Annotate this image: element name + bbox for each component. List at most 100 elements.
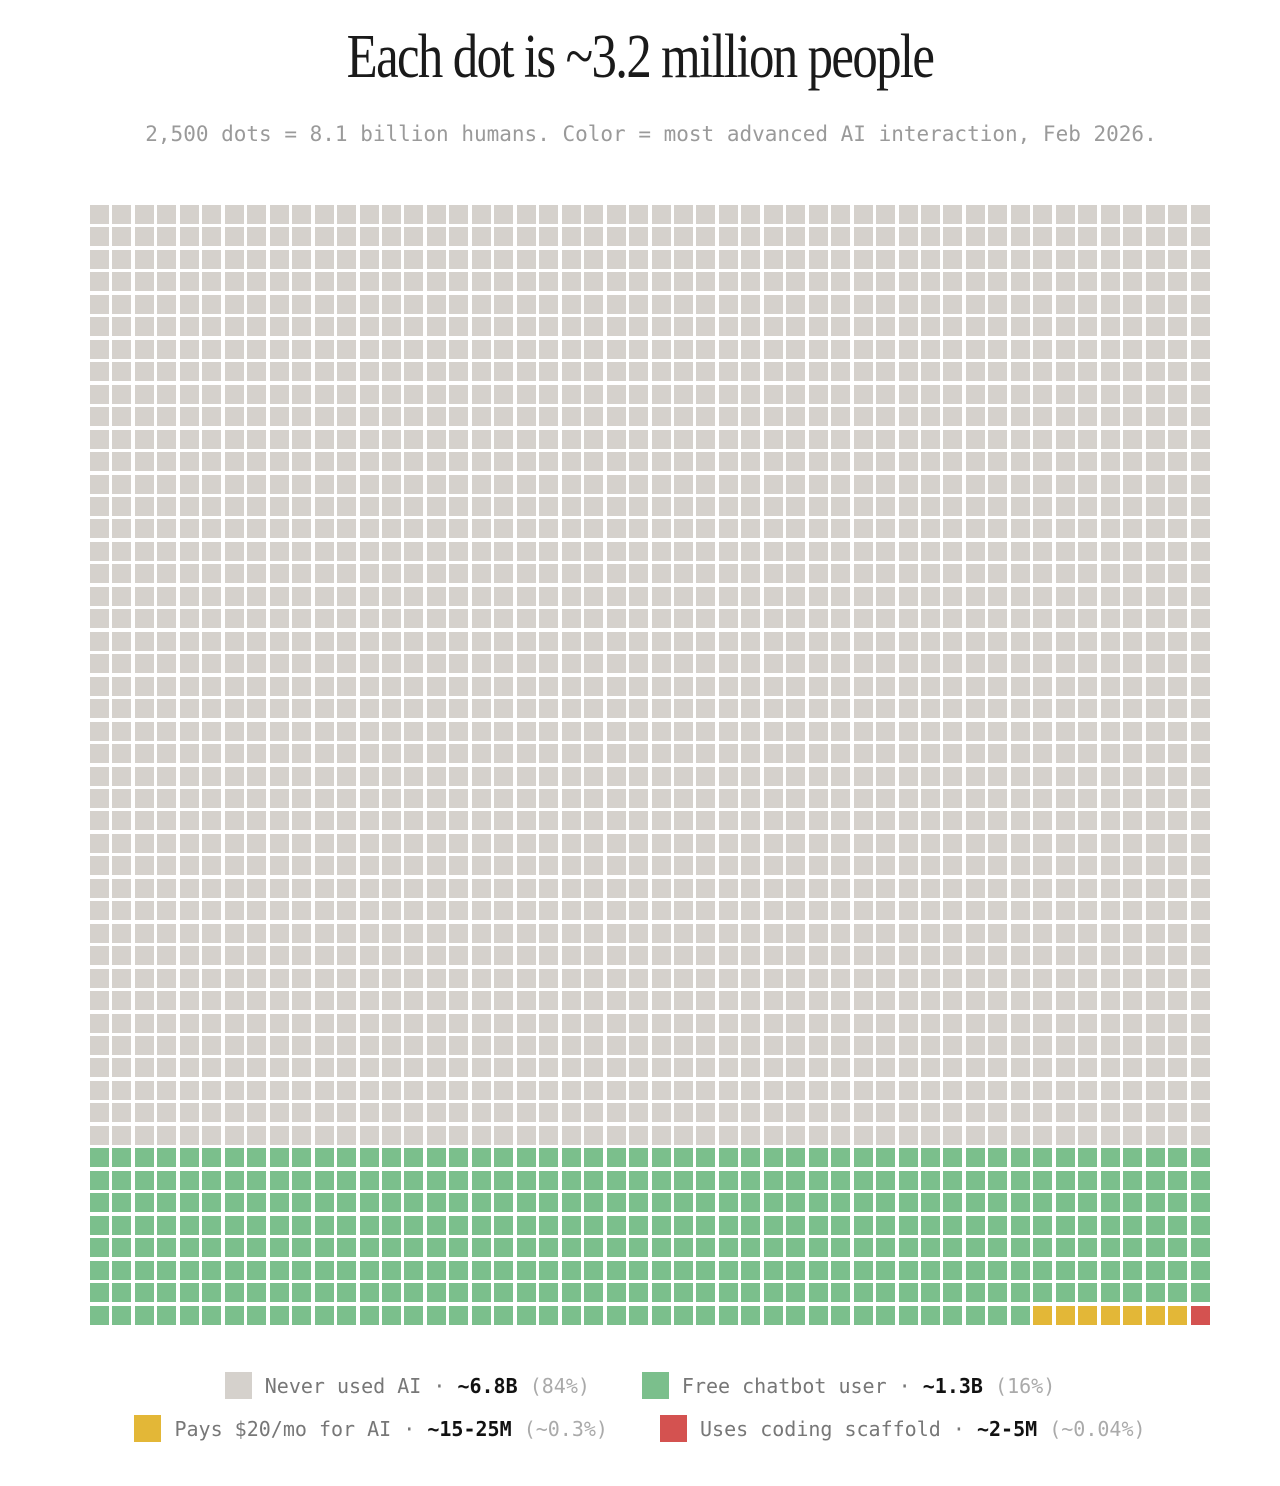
waffle-dot (853, 856, 873, 876)
waffle-dot (449, 901, 469, 921)
waffle-dot (202, 1058, 222, 1078)
waffle-dot (606, 631, 626, 651)
waffle-dot (381, 811, 401, 831)
waffle-dot (651, 564, 671, 584)
waffle-dot (965, 766, 985, 786)
waffle-dot (539, 541, 559, 561)
waffle-dot (786, 294, 806, 314)
waffle-dot (1033, 1283, 1053, 1303)
waffle-dot (831, 721, 851, 741)
waffle-dot (539, 1215, 559, 1235)
waffle-dot (269, 721, 289, 741)
waffle-dot (90, 676, 109, 696)
waffle-dot (494, 541, 514, 561)
waffle-dot (561, 833, 581, 853)
waffle-dot (898, 766, 918, 786)
waffle-dot (134, 968, 154, 988)
waffle-dot (943, 946, 963, 966)
waffle-dot (718, 294, 738, 314)
waffle-dot (1190, 766, 1210, 786)
waffle-dot (1168, 586, 1188, 606)
waffle-dot (606, 496, 626, 516)
waffle-dot (359, 407, 379, 427)
waffle-dot (943, 1125, 963, 1145)
waffle-dot (1010, 901, 1030, 921)
waffle-dot (337, 1283, 357, 1303)
waffle-dot (157, 407, 177, 427)
waffle-dot (921, 496, 941, 516)
waffle-dot (763, 205, 783, 224)
waffle-dot (808, 541, 828, 561)
waffle-dot (494, 654, 514, 674)
waffle-dot (808, 227, 828, 247)
waffle-dot (90, 923, 109, 943)
waffle-dot (426, 1305, 446, 1325)
waffle-dot (1123, 968, 1143, 988)
waffle-dot (921, 519, 941, 539)
waffle-dot (1078, 1103, 1098, 1123)
waffle-dot (651, 744, 671, 764)
waffle-dot (651, 923, 671, 943)
waffle-dot (876, 564, 896, 584)
waffle-dot (808, 317, 828, 337)
waffle-dot (786, 676, 806, 696)
waffle-dot (381, 429, 401, 449)
waffle-dot (134, 496, 154, 516)
waffle-dot (786, 339, 806, 359)
waffle-dot (876, 452, 896, 472)
waffle-dot (269, 1148, 289, 1168)
waffle-dot (988, 407, 1008, 427)
waffle-dot (606, 744, 626, 764)
waffle-dot (651, 1260, 671, 1280)
waffle-dot (965, 1058, 985, 1078)
waffle-dot (516, 744, 536, 764)
waffle-dot (134, 1103, 154, 1123)
waffle-dot (539, 1080, 559, 1100)
waffle-dot (651, 811, 671, 831)
waffle-dot (337, 294, 357, 314)
waffle-dot (516, 564, 536, 584)
waffle-dot (426, 1238, 446, 1258)
waffle-dot (1010, 1103, 1030, 1123)
waffle-dot (741, 384, 761, 404)
waffle-dot (696, 362, 716, 382)
waffle-dot (292, 452, 312, 472)
waffle-dot (1100, 429, 1120, 449)
waffle-dot (965, 1125, 985, 1145)
waffle-dot (157, 676, 177, 696)
waffle-dot (292, 317, 312, 337)
waffle-dot (179, 1148, 199, 1168)
waffle-dot (381, 788, 401, 808)
waffle-dot (202, 654, 222, 674)
waffle-dot (606, 541, 626, 561)
waffle-dot (1123, 1013, 1143, 1033)
waffle-dot (471, 1283, 491, 1303)
waffle-dot (516, 766, 536, 786)
waffle-dot (561, 1305, 581, 1325)
waffle-dot (516, 811, 536, 831)
waffle-dot (718, 654, 738, 674)
waffle-dot (1123, 1036, 1143, 1056)
waffle-dot (1055, 249, 1075, 269)
waffle-dot (134, 1013, 154, 1033)
waffle-dot (494, 227, 514, 247)
waffle-dot (494, 429, 514, 449)
waffle-dot (629, 1260, 649, 1280)
waffle-dot (224, 452, 244, 472)
waffle-dot (763, 519, 783, 539)
waffle-dot (202, 1260, 222, 1280)
chart-title: Each dot is ~3.2 million people (346, 23, 935, 91)
waffle-dot (359, 923, 379, 943)
waffle-dot (292, 676, 312, 696)
waffle-dot (1100, 249, 1120, 269)
waffle-dot (673, 362, 693, 382)
waffle-dot (1100, 609, 1120, 629)
waffle-dot (381, 1260, 401, 1280)
waffle-dot (763, 1148, 783, 1168)
waffle-dot (426, 1260, 446, 1280)
waffle-dot (988, 1058, 1008, 1078)
waffle-dot (224, 609, 244, 629)
waffle-dot (1055, 1125, 1075, 1145)
waffle-dot (853, 429, 873, 449)
waffle-dot (157, 339, 177, 359)
